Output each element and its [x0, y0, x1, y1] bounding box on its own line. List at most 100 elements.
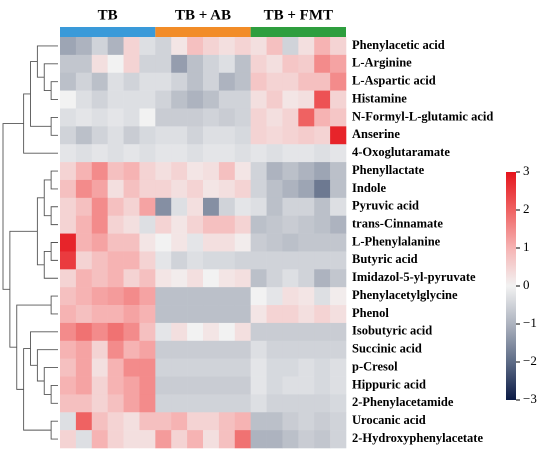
cell — [234, 233, 251, 252]
cell — [282, 179, 299, 199]
cell — [298, 269, 315, 288]
cell — [60, 215, 77, 234]
cell — [234, 287, 251, 306]
cell — [187, 144, 204, 163]
cell — [107, 340, 124, 359]
row-label: Succinic acid — [352, 342, 422, 356]
cell — [123, 108, 140, 127]
cell — [234, 358, 251, 377]
dendrogram-branch — [30, 331, 58, 366]
cell — [203, 126, 220, 145]
cell — [234, 412, 251, 431]
dendrogram-branch — [36, 349, 58, 382]
cell — [330, 37, 347, 56]
cell — [60, 394, 77, 413]
cell — [123, 394, 140, 413]
cell — [298, 233, 315, 252]
cell — [218, 412, 236, 431]
cell — [123, 72, 140, 91]
cell — [155, 251, 172, 270]
cell — [203, 287, 220, 306]
cell — [75, 394, 93, 413]
cell — [139, 108, 156, 127]
cell — [266, 197, 283, 216]
cell — [91, 430, 108, 449]
cell — [187, 108, 204, 127]
cell — [187, 287, 204, 306]
cell — [298, 376, 315, 395]
cell — [107, 305, 124, 324]
dendrogram-branch — [23, 93, 58, 154]
cell — [218, 322, 236, 342]
cell — [139, 322, 156, 342]
cell — [171, 340, 188, 359]
cell — [155, 233, 172, 252]
row-label: L-Aspartic acid — [352, 74, 436, 88]
cell — [187, 305, 204, 324]
cell — [171, 358, 188, 377]
cell — [266, 37, 283, 56]
dendrogram-branch — [43, 179, 52, 217]
cell — [203, 54, 220, 74]
cell — [234, 108, 251, 127]
colorbar-tick-label: −2 — [523, 353, 537, 368]
cell — [298, 37, 315, 56]
cell — [107, 215, 124, 234]
cell — [60, 90, 77, 109]
cell — [234, 90, 251, 109]
cell — [75, 37, 93, 56]
cell — [60, 233, 77, 252]
cell — [155, 412, 172, 431]
dendrogram-branch — [50, 116, 58, 136]
cell — [139, 215, 156, 234]
cell — [123, 54, 140, 74]
cell — [123, 269, 140, 288]
colorbar-tick-label: 2 — [523, 201, 530, 216]
dendrogram-branch — [16, 304, 52, 390]
cell — [75, 251, 93, 270]
cell — [123, 197, 140, 216]
cell — [107, 287, 124, 306]
cell — [171, 144, 188, 163]
cell — [203, 162, 220, 181]
cell — [123, 126, 140, 145]
cell — [60, 108, 77, 127]
cell — [282, 376, 299, 395]
cell — [155, 179, 172, 199]
cell — [298, 412, 315, 431]
cell — [282, 126, 299, 145]
cell — [234, 430, 251, 449]
cell — [187, 72, 204, 91]
cell — [250, 269, 267, 288]
row-label: L-Phenylalanine — [352, 234, 441, 248]
cell — [266, 430, 283, 449]
cell — [75, 322, 93, 342]
cell — [298, 305, 315, 324]
cell — [91, 197, 108, 216]
cell — [187, 322, 204, 342]
cell — [234, 37, 251, 56]
cell — [139, 412, 156, 431]
cell — [139, 90, 156, 109]
cell — [139, 233, 156, 252]
cell — [218, 126, 236, 145]
cell — [91, 340, 108, 359]
cell — [234, 144, 251, 163]
cell — [107, 394, 124, 413]
dendrogram — [2, 45, 58, 440]
row-label: Indole — [352, 181, 386, 195]
cell — [218, 54, 236, 74]
cell — [250, 72, 267, 91]
cell — [155, 340, 172, 359]
cell — [187, 412, 204, 431]
cell — [107, 322, 124, 342]
cell — [155, 108, 172, 127]
cell — [314, 269, 331, 288]
cell — [218, 162, 236, 181]
cell — [155, 322, 172, 342]
cell — [330, 126, 347, 145]
cell — [266, 269, 283, 288]
dendrogram-branch — [50, 420, 58, 440]
cell — [234, 215, 251, 234]
cell — [123, 90, 140, 109]
